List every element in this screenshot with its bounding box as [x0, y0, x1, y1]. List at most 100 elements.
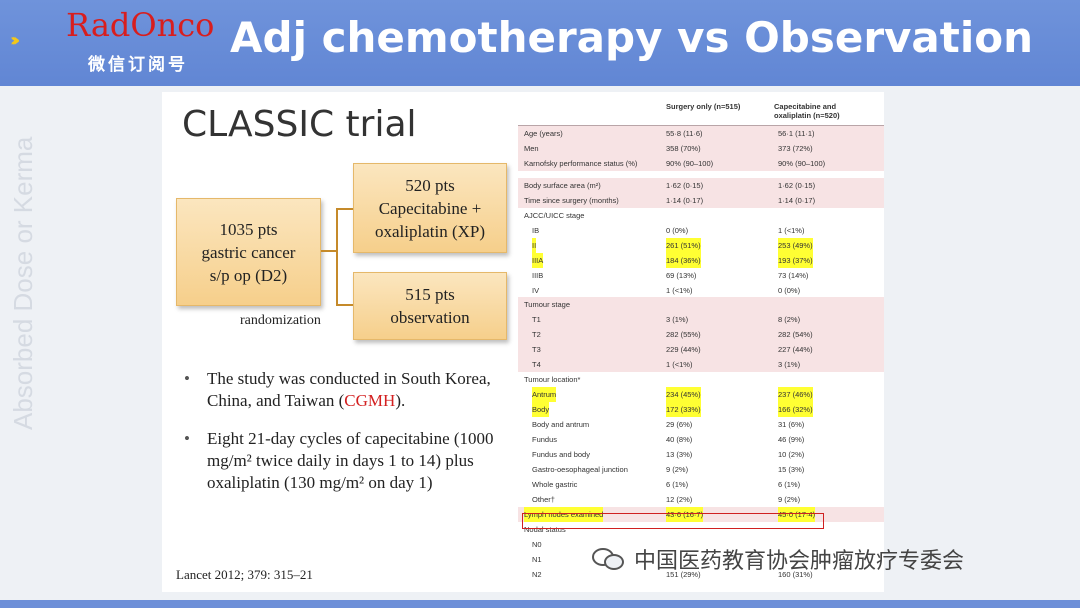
table-row: T1 3 (1%) 8 (2%): [518, 312, 884, 327]
lymph-nodes-highlight-box: [522, 513, 824, 529]
cell-xp: 227 (44%): [778, 345, 813, 354]
row-label: T3: [532, 345, 541, 354]
cell-xp: 73 (14%): [778, 271, 809, 280]
table-row: Body 172 (33%) 166 (32%): [518, 402, 884, 417]
row-label: AJCC/UICC stage: [524, 211, 585, 220]
cell-surgery-only: 29 (6%): [666, 420, 693, 429]
row-label: Time since surgery (months): [524, 196, 619, 205]
table-row: Men 358 (70%) 373 (72%): [518, 141, 884, 156]
row-label: Body surface area (m²): [524, 181, 601, 190]
cell-surgery-only: 90% (90–100): [666, 159, 714, 168]
table-row: T2 282 (55%) 282 (54%): [518, 327, 884, 342]
table-row: Antrum 234 (45%) 237 (46%): [518, 387, 884, 402]
cell-xp: 166 (32%): [778, 402, 813, 417]
cell-xp: 282 (54%): [778, 330, 813, 339]
cell-xp: 46 (9%): [778, 435, 805, 444]
cell-surgery-only: 9 (2%): [666, 465, 689, 474]
row-label: Antrum: [532, 387, 557, 402]
row-label: T1: [532, 315, 541, 324]
table-row: Karnofsky performance status (%) 90% (90–…: [518, 156, 884, 171]
baseline-characteristics-table: Surgery only (n=515) Capecitabine and ox…: [518, 92, 884, 592]
cell-xp: 253 (49%): [778, 238, 813, 253]
cell-xp: 15 (3%): [778, 465, 805, 474]
cell-surgery-only: 40 (8%): [666, 435, 693, 444]
table-row: Fundus 40 (8%) 46 (9%): [518, 432, 884, 447]
cell-surgery-only: 55·8 (11·6): [666, 129, 703, 138]
randomization-label: randomization: [240, 313, 321, 328]
cell-xp: 193 (37%): [778, 253, 813, 268]
cell-xp: 9 (2%): [778, 495, 801, 504]
cell-xp: 237 (46%): [778, 387, 813, 402]
row-label: Other†: [532, 495, 555, 504]
box-line: s/p op (D2): [209, 265, 288, 285]
row-label: T2: [532, 330, 541, 339]
cell-surgery-only: 0 (0%): [666, 226, 689, 235]
bullet-text: ).: [395, 391, 406, 410]
row-label: Whole gastric: [532, 480, 578, 489]
row-label: N1: [532, 555, 542, 564]
table-row: AJCC/UICC stage: [518, 208, 884, 223]
row-label: Tumour stage: [524, 300, 570, 309]
row-label: Age (years): [524, 129, 563, 138]
cell-xp: 31 (6%): [778, 420, 805, 429]
row-label: Karnofsky performance status (%): [524, 159, 638, 168]
table-row: T3 229 (44%) 227 (44%): [518, 342, 884, 357]
cgmh-link: CGMH: [344, 391, 396, 410]
table-row: Tumour location*: [518, 372, 884, 387]
row-label: IV: [532, 286, 540, 295]
table-row: Age (years) 55·8 (11·6) 56·1 (11·1): [518, 126, 884, 141]
logo-subtitle: 微信订阅号: [88, 55, 188, 75]
row-label: Men: [524, 144, 539, 153]
background-axis-label: Absorbed Dose or Kerma: [8, 136, 38, 430]
table-row: IB 0 (0%) 1 (<1%): [518, 223, 884, 238]
page-title: Adj chemotherapy vs Observation: [230, 13, 1033, 62]
row-label: Body: [532, 402, 550, 417]
watermark: 中国医药教育协会肿瘤放疗专委会: [592, 543, 964, 575]
row-label: Gastro-oesophageal junction: [532, 465, 628, 474]
box-line: observation: [390, 308, 470, 327]
table-row: Other† 12 (2%) 9 (2%): [518, 492, 884, 507]
bullet-list: The study was conducted in South Korea, …: [182, 368, 512, 510]
bottom-bar: [0, 600, 1080, 608]
table-row: Nodal status: [518, 522, 884, 537]
table-row: Whole gastric 6 (1%) 6 (1%): [518, 477, 884, 492]
box-total-patients: 1035 pts gastric cancer s/p op (D2): [176, 198, 321, 306]
connector-line: [336, 208, 338, 306]
cell-surgery-only: 184 (36%): [666, 253, 701, 268]
cell-xp: 0 (0%): [778, 286, 801, 295]
table-row: IIIA 184 (36%) 193 (37%): [518, 253, 884, 268]
arrows-icon: ›››: [10, 30, 21, 51]
bullet-text: The study was conducted in South Korea, …: [207, 369, 491, 410]
table-row: Gastro-oesophageal junction 9 (2%) 15 (3%): [518, 462, 884, 477]
cell-surgery-only: 1 (<1%): [666, 286, 693, 295]
table-row: Tumour stage: [518, 297, 884, 312]
cell-xp: 1 (<1%): [778, 226, 805, 235]
box-xp-arm: 520 pts Capecitabine + oxaliplatin (XP): [353, 163, 507, 253]
slide-title: CLASSIC trial: [182, 104, 417, 145]
row-label: Nodal status: [524, 525, 566, 534]
cell-surgery-only: 282 (55%): [666, 330, 701, 339]
cell-surgery-only: 229 (44%): [666, 345, 701, 354]
box-line: gastric cancer: [201, 242, 296, 262]
slide: CLASSIC trial 1035 pts gastric cancer s/…: [162, 92, 884, 592]
table-header: Surgery only (n=515) Capecitabine and ox…: [518, 92, 884, 126]
row-label: T4: [532, 360, 541, 369]
table-row: N0: [518, 537, 884, 552]
cell-surgery-only: 1·62 (0·15): [666, 181, 704, 190]
row-label: Lymph nodes examined: [524, 507, 604, 522]
cell-surgery-only: 69 (13%): [666, 271, 697, 280]
box-observation-arm: 515 pts observation: [353, 272, 507, 340]
box-line: oxaliplatin (XP): [374, 221, 485, 241]
cell-xp: 56·1 (11·1): [778, 129, 815, 138]
column-header: Capecitabine and oxaliplatin (n=520): [774, 102, 840, 120]
cell-surgery-only: 43·6 (16·7): [666, 507, 704, 522]
cell-xp: 45·0 (17·4): [778, 507, 816, 522]
cell-xp: 10 (2%): [778, 450, 805, 459]
table-row: Lymph nodes examined 43·6 (16·7) 45·0 (17·…: [518, 507, 884, 522]
column-header: Surgery only (n=515): [666, 102, 741, 111]
connector-line: [321, 250, 337, 252]
row-label: Fundus: [532, 435, 558, 444]
bullet-item: Eight 21-day cycles of capecitabine (100…: [182, 428, 512, 494]
table-row: IIIB 69 (13%) 73 (14%): [518, 268, 884, 283]
cell-xp: 3 (1%): [778, 360, 801, 369]
